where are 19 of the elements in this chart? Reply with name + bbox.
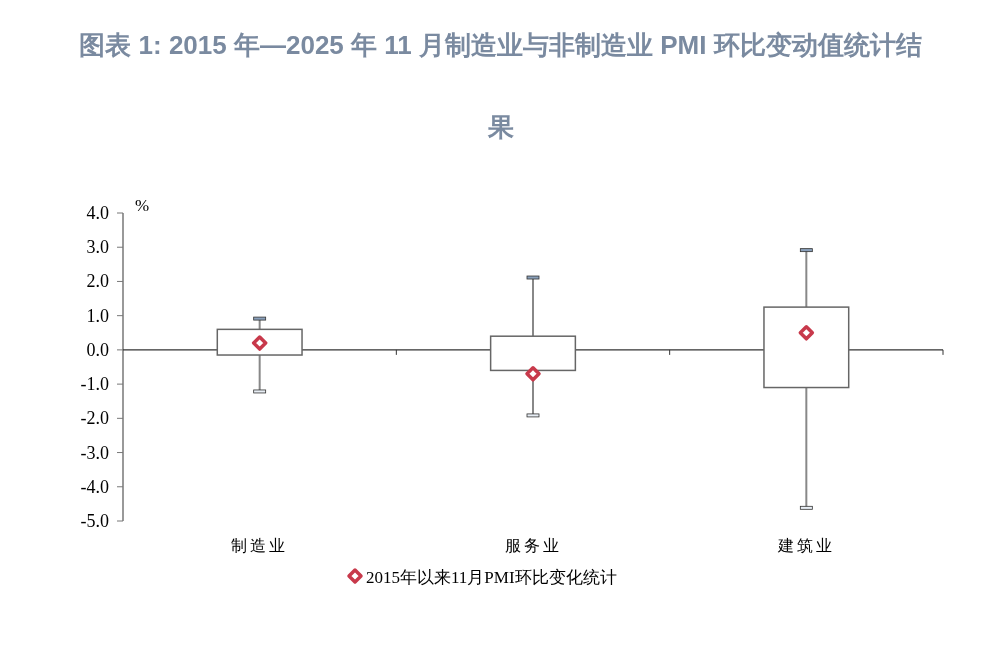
y-tick-label: 2.0 xyxy=(86,271,109,292)
x-tick-label: 建筑业 xyxy=(776,537,835,554)
y-tick-label: 0.0 xyxy=(86,339,109,360)
y-tick-label: -4.0 xyxy=(80,476,109,497)
point xyxy=(798,325,815,341)
legend-label: 2015年以来11月PMI环比变化统计 xyxy=(366,568,617,587)
y-tick-label: 3.0 xyxy=(86,237,109,258)
y-tick-label: 1.0 xyxy=(86,305,109,326)
y-tick-label: -3.0 xyxy=(80,442,109,463)
y-axis-title: % xyxy=(135,196,150,215)
y-tick-label: -2.0 xyxy=(80,408,109,429)
x-tick-label: 制造业 xyxy=(231,537,289,554)
chart-title: 图表 1: 2015 年—2025 年 11 月制造业与非制造业 PMI 环比变动值统计结果 xyxy=(79,30,922,142)
y-tick-label: -1.0 xyxy=(80,374,109,395)
x-tick-label: 服务业 xyxy=(504,537,562,554)
y-tick-label: -5.0 xyxy=(80,511,109,531)
point xyxy=(525,366,541,382)
y-tick-label: 4.0 xyxy=(86,203,109,223)
point xyxy=(251,335,268,351)
